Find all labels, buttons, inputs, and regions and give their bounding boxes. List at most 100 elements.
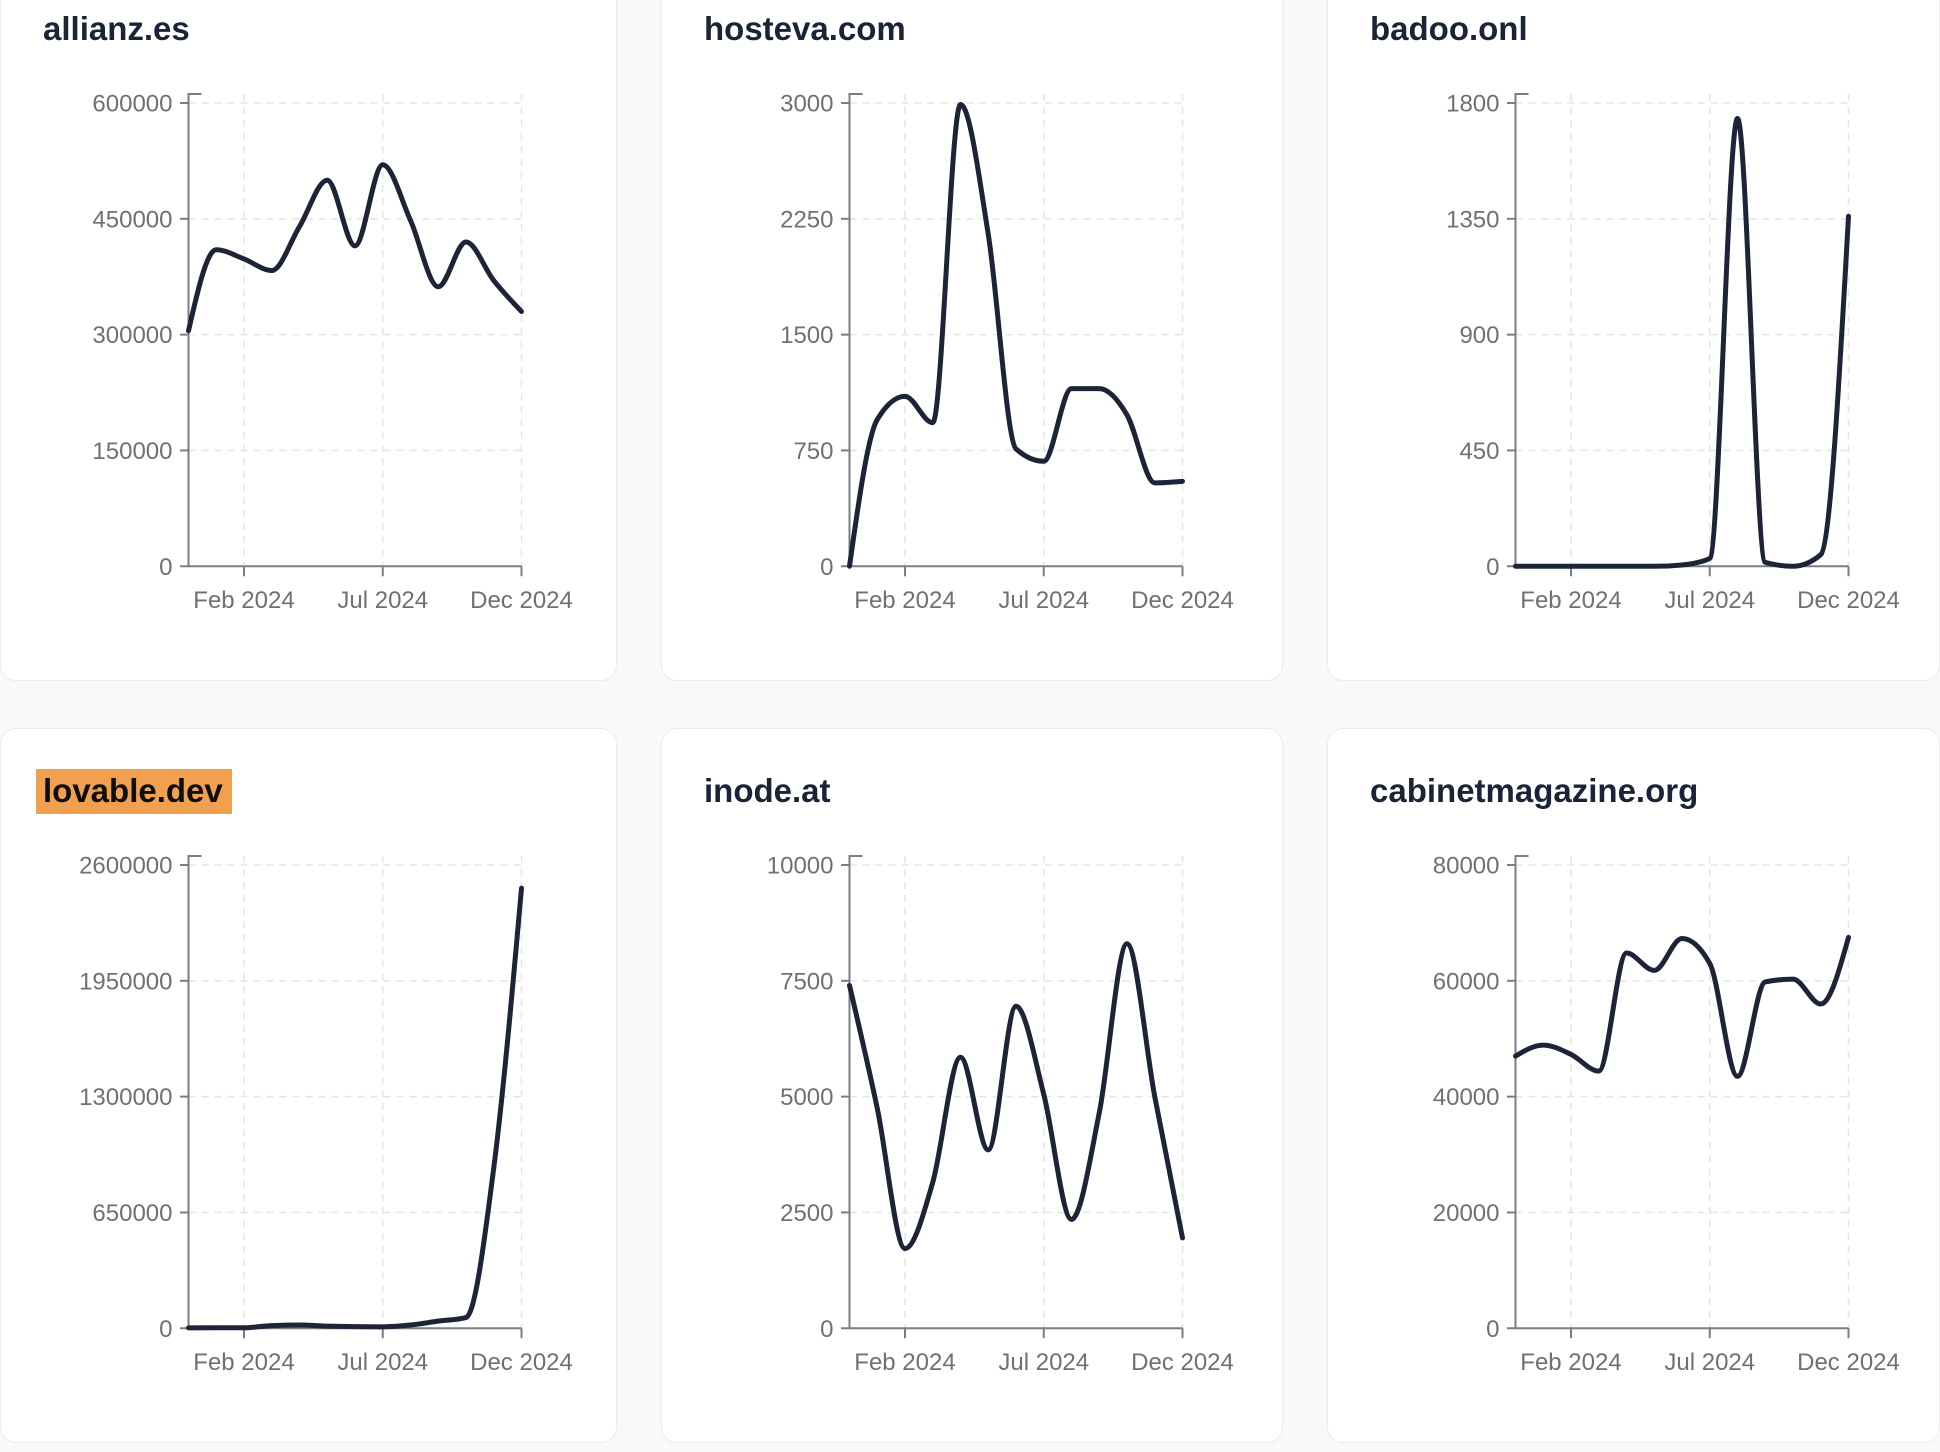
svg-text:600000: 600000 xyxy=(92,91,172,118)
line-chart: 0 750 1500 2250 3000 Feb 2024 Jul 2024 Dec 2024 xyxy=(780,91,1234,615)
svg-text:0: 0 xyxy=(820,1316,833,1343)
y-axis-labels: 0 2500 5000 7500 10000 xyxy=(767,853,834,1343)
svg-text:20000: 20000 xyxy=(1433,1200,1500,1227)
svg-text:Dec 2024: Dec 2024 xyxy=(470,587,573,614)
y-axis-labels: 0 150000 300000 450000 600000 xyxy=(92,91,172,581)
svg-text:Jul 2024: Jul 2024 xyxy=(337,587,428,614)
series-line xyxy=(847,941,1185,1252)
series-line xyxy=(847,102,1185,569)
svg-text:Dec 2024: Dec 2024 xyxy=(1131,587,1234,614)
series-line xyxy=(1513,934,1851,1079)
svg-text:1350: 1350 xyxy=(1446,206,1499,233)
svg-text:450: 450 xyxy=(1459,438,1499,465)
chart-card[interactable]: inode.at 0 2500 5000 7500 10000 Feb 2024 Jul 20… xyxy=(661,728,1283,1443)
svg-text:0: 0 xyxy=(159,1316,172,1343)
line-chart: 0 450 900 1350 1800 Feb 2024 Jul 2024 Dec 2024 xyxy=(1446,91,1900,615)
chart-title[interactable]: badoo.onl xyxy=(1370,9,1528,49)
gridlines xyxy=(1515,94,1850,567)
svg-text:1950000: 1950000 xyxy=(79,968,172,995)
svg-text:Feb 2024: Feb 2024 xyxy=(1520,587,1621,614)
svg-text:300000: 300000 xyxy=(92,322,172,349)
x-axis-labels: Feb 2024 Jul 2024 Dec 2024 xyxy=(193,1349,573,1376)
highlighted-chart-title-text: lovable.dev xyxy=(36,769,232,814)
svg-text:Dec 2024: Dec 2024 xyxy=(1131,1349,1234,1376)
chart-title[interactable]: inode.at xyxy=(704,771,831,811)
x-axis-labels: Feb 2024 Jul 2024 Dec 2024 xyxy=(1520,587,1900,614)
chart-title[interactable]: hosteva.com xyxy=(704,9,906,49)
svg-text:Feb 2024: Feb 2024 xyxy=(854,587,955,614)
svg-text:900: 900 xyxy=(1459,322,1499,349)
svg-text:Dec 2024: Dec 2024 xyxy=(470,1349,573,1376)
svg-text:Jul 2024: Jul 2024 xyxy=(1664,587,1755,614)
svg-text:60000: 60000 xyxy=(1433,968,1500,995)
svg-text:2500: 2500 xyxy=(780,1200,833,1227)
svg-text:0: 0 xyxy=(1486,1316,1499,1343)
axes xyxy=(841,93,1184,577)
chart-card[interactable]: lovable.dev 0 650000 1300000 1950000 2600000 F… xyxy=(0,728,617,1443)
svg-text:Feb 2024: Feb 2024 xyxy=(1520,1349,1621,1376)
chart-title-text: hosteva.com xyxy=(704,10,906,47)
svg-text:Jul 2024: Jul 2024 xyxy=(1664,1349,1755,1376)
svg-text:Dec 2024: Dec 2024 xyxy=(1797,1349,1900,1376)
chart-card[interactable]: allianz.es 0 150000 300000 450000 600000 Feb 2… xyxy=(0,0,617,681)
svg-text:40000: 40000 xyxy=(1433,1084,1500,1111)
axes xyxy=(1507,855,1850,1339)
svg-text:0: 0 xyxy=(820,554,833,581)
gridlines xyxy=(188,856,523,1329)
x-axis-labels: Feb 2024 Jul 2024 Dec 2024 xyxy=(854,587,1234,614)
svg-text:1500: 1500 xyxy=(780,322,833,349)
svg-text:2250: 2250 xyxy=(780,206,833,233)
svg-text:450000: 450000 xyxy=(92,206,172,233)
axes xyxy=(841,855,1184,1339)
gridlines xyxy=(849,856,1184,1329)
svg-text:2600000: 2600000 xyxy=(79,853,172,880)
line-chart: 0 650000 1300000 1950000 2600000 Feb 2024 Jul … xyxy=(79,853,573,1377)
series-line xyxy=(186,885,524,1331)
svg-text:10000: 10000 xyxy=(767,853,834,880)
x-axis-labels: Feb 2024 Jul 2024 Dec 2024 xyxy=(1520,1349,1900,1376)
svg-text:Feb 2024: Feb 2024 xyxy=(854,1349,955,1376)
chart-title-text: allianz.es xyxy=(43,10,190,47)
gridlines xyxy=(1515,856,1850,1329)
svg-text:0: 0 xyxy=(1486,554,1499,581)
svg-text:750: 750 xyxy=(793,438,833,465)
line-chart: 0 150000 300000 450000 600000 Feb 2024 Jul 202… xyxy=(92,91,573,615)
svg-text:Feb 2024: Feb 2024 xyxy=(193,1349,294,1376)
y-axis-labels: 0 650000 1300000 1950000 2600000 xyxy=(79,853,172,1343)
svg-text:Dec 2024: Dec 2024 xyxy=(1797,587,1900,614)
svg-text:80000: 80000 xyxy=(1433,853,1500,880)
svg-text:0: 0 xyxy=(159,554,172,581)
y-axis-labels: 0 20000 40000 60000 80000 xyxy=(1433,853,1500,1343)
chart-title-text: badoo.onl xyxy=(1370,10,1528,47)
line-chart: 0 20000 40000 60000 80000 Feb 2024 Jul 2024 Dec… xyxy=(1433,853,1900,1377)
x-axis-labels: Feb 2024 Jul 2024 Dec 2024 xyxy=(193,587,573,614)
svg-text:650000: 650000 xyxy=(92,1200,172,1227)
series-line xyxy=(1513,115,1851,569)
svg-text:Jul 2024: Jul 2024 xyxy=(998,587,1089,614)
y-axis-labels: 0 750 1500 2250 3000 xyxy=(780,91,833,581)
chart-title[interactable]: allianz.es xyxy=(43,9,190,49)
svg-text:Feb 2024: Feb 2024 xyxy=(193,587,294,614)
chart-card[interactable]: badoo.onl 0 450 900 1350 1800 Feb 2024 Jul 2024… xyxy=(1327,0,1940,681)
line-chart: 0 2500 5000 7500 10000 Feb 2024 Jul 2024 Dec 20… xyxy=(767,853,1234,1377)
gridlines xyxy=(849,94,1184,567)
svg-text:7500: 7500 xyxy=(780,968,833,995)
series-line xyxy=(186,162,524,334)
svg-text:Jul 2024: Jul 2024 xyxy=(337,1349,428,1376)
svg-text:5000: 5000 xyxy=(780,1084,833,1111)
gridlines xyxy=(188,94,523,567)
chart-title-text: cabinetmagazine.org xyxy=(1370,772,1699,809)
chart-card[interactable]: cabinetmagazine.org 0 20000 40000 60000 80000… xyxy=(1327,728,1940,1443)
svg-text:3000: 3000 xyxy=(780,91,833,118)
svg-text:1800: 1800 xyxy=(1446,91,1499,118)
x-axis-labels: Feb 2024 Jul 2024 Dec 2024 xyxy=(854,1349,1234,1376)
svg-text:150000: 150000 xyxy=(92,438,172,465)
svg-text:1300000: 1300000 xyxy=(79,1084,172,1111)
chart-card[interactable]: hosteva.com 0 750 1500 2250 3000 Feb 2024 Jul 2… xyxy=(661,0,1283,681)
chart-title[interactable]: cabinetmagazine.org xyxy=(1370,771,1698,811)
svg-text:Jul 2024: Jul 2024 xyxy=(998,1349,1089,1376)
y-axis-labels: 0 450 900 1350 1800 xyxy=(1446,91,1499,581)
chart-title-text: inode.at xyxy=(704,772,831,809)
chart-title[interactable]: lovable.dev xyxy=(36,769,232,814)
